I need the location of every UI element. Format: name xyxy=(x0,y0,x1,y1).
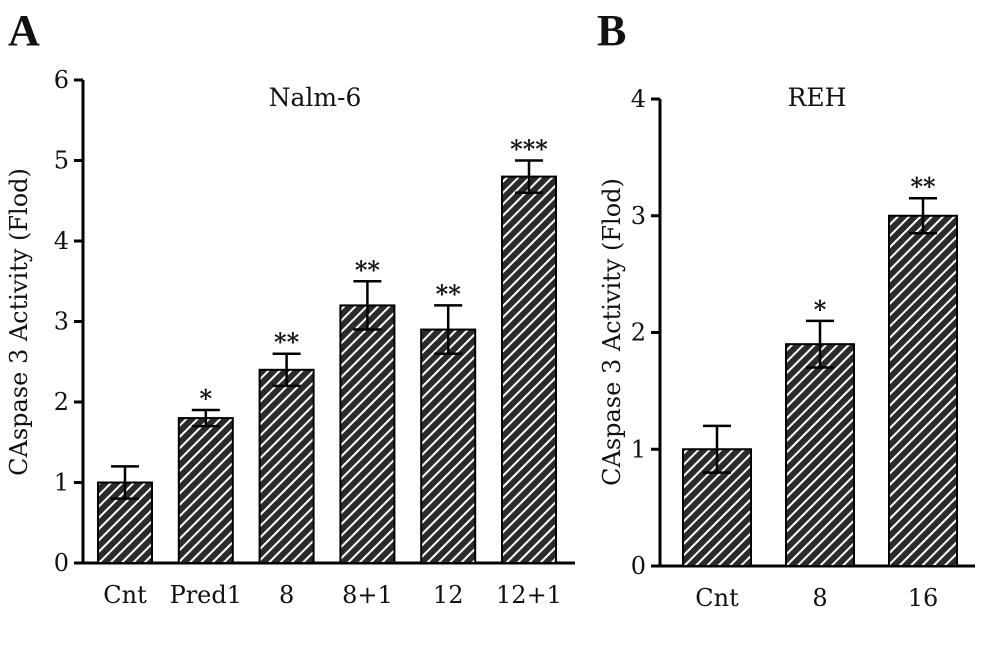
x-tick-label: 8+1 xyxy=(342,581,393,609)
x-tick-label: 12 xyxy=(433,581,464,609)
y-tick-label: 2 xyxy=(631,319,646,347)
panel-letter-b: B xyxy=(597,6,626,55)
bars: Cnt * 8 ** 16 xyxy=(682,172,958,612)
bar xyxy=(420,328,477,564)
significance-marker: ** xyxy=(910,172,936,201)
significance-marker: *** xyxy=(510,135,548,164)
chart-panel-b: REH CAspase 3 Activity (Flod) 0 1 2 3 4 Cnt *… xyxy=(598,83,975,612)
significance-marker: * xyxy=(814,295,827,324)
bar xyxy=(258,368,315,564)
y-tick-label: 6 xyxy=(54,66,69,94)
y-tick-label: 0 xyxy=(631,552,646,580)
chart-title: REH xyxy=(788,83,847,112)
x-tick-label: Cnt xyxy=(103,581,147,609)
y-tick-label: 0 xyxy=(54,549,69,577)
y-tick-label: 1 xyxy=(631,435,646,463)
x-tick-label: 8 xyxy=(279,581,294,609)
y-axis-label: CAspase 3 Activity (Flod) xyxy=(5,168,33,476)
bar xyxy=(177,417,234,564)
x-tick-label: 16 xyxy=(908,584,939,612)
bar xyxy=(785,343,855,567)
x-tick-label: 12+1 xyxy=(496,581,562,609)
y-tick-label: 3 xyxy=(54,308,69,336)
bar xyxy=(501,175,557,564)
chart-panel-a: Nalm-6 CAspase 3 Activity (Flod) 0123456… xyxy=(5,66,575,609)
significance-marker: * xyxy=(200,384,213,413)
y-tick-label: 4 xyxy=(54,227,69,255)
bar xyxy=(888,214,958,567)
significance-marker: ** xyxy=(436,279,462,308)
y-tick-label: 1 xyxy=(54,469,69,497)
y-tick-label: 2 xyxy=(54,388,69,416)
x-tick-label: 8 xyxy=(812,584,827,612)
x-tick-label: Pred1 xyxy=(170,581,242,609)
significance-marker: ** xyxy=(355,255,381,284)
bar xyxy=(339,304,396,564)
y-axis-label: CAspase 3 Activity (Flod) xyxy=(598,178,626,486)
axes: 0 1 2 3 4 5 6 xyxy=(54,66,575,577)
bars: Cnt * Pred1 ** 8 ** 8+1 ** 12 *** 12+1 xyxy=(97,135,562,609)
significance-marker: ** xyxy=(274,328,300,357)
y-tick-label: 4 xyxy=(631,85,646,113)
chart-title: Nalm-6 xyxy=(269,83,362,112)
x-tick-label: Cnt xyxy=(695,584,739,612)
panel-letter-a: A xyxy=(8,6,40,55)
y-tick-label: 5 xyxy=(54,147,69,175)
y-tick-label: 3 xyxy=(631,202,646,230)
